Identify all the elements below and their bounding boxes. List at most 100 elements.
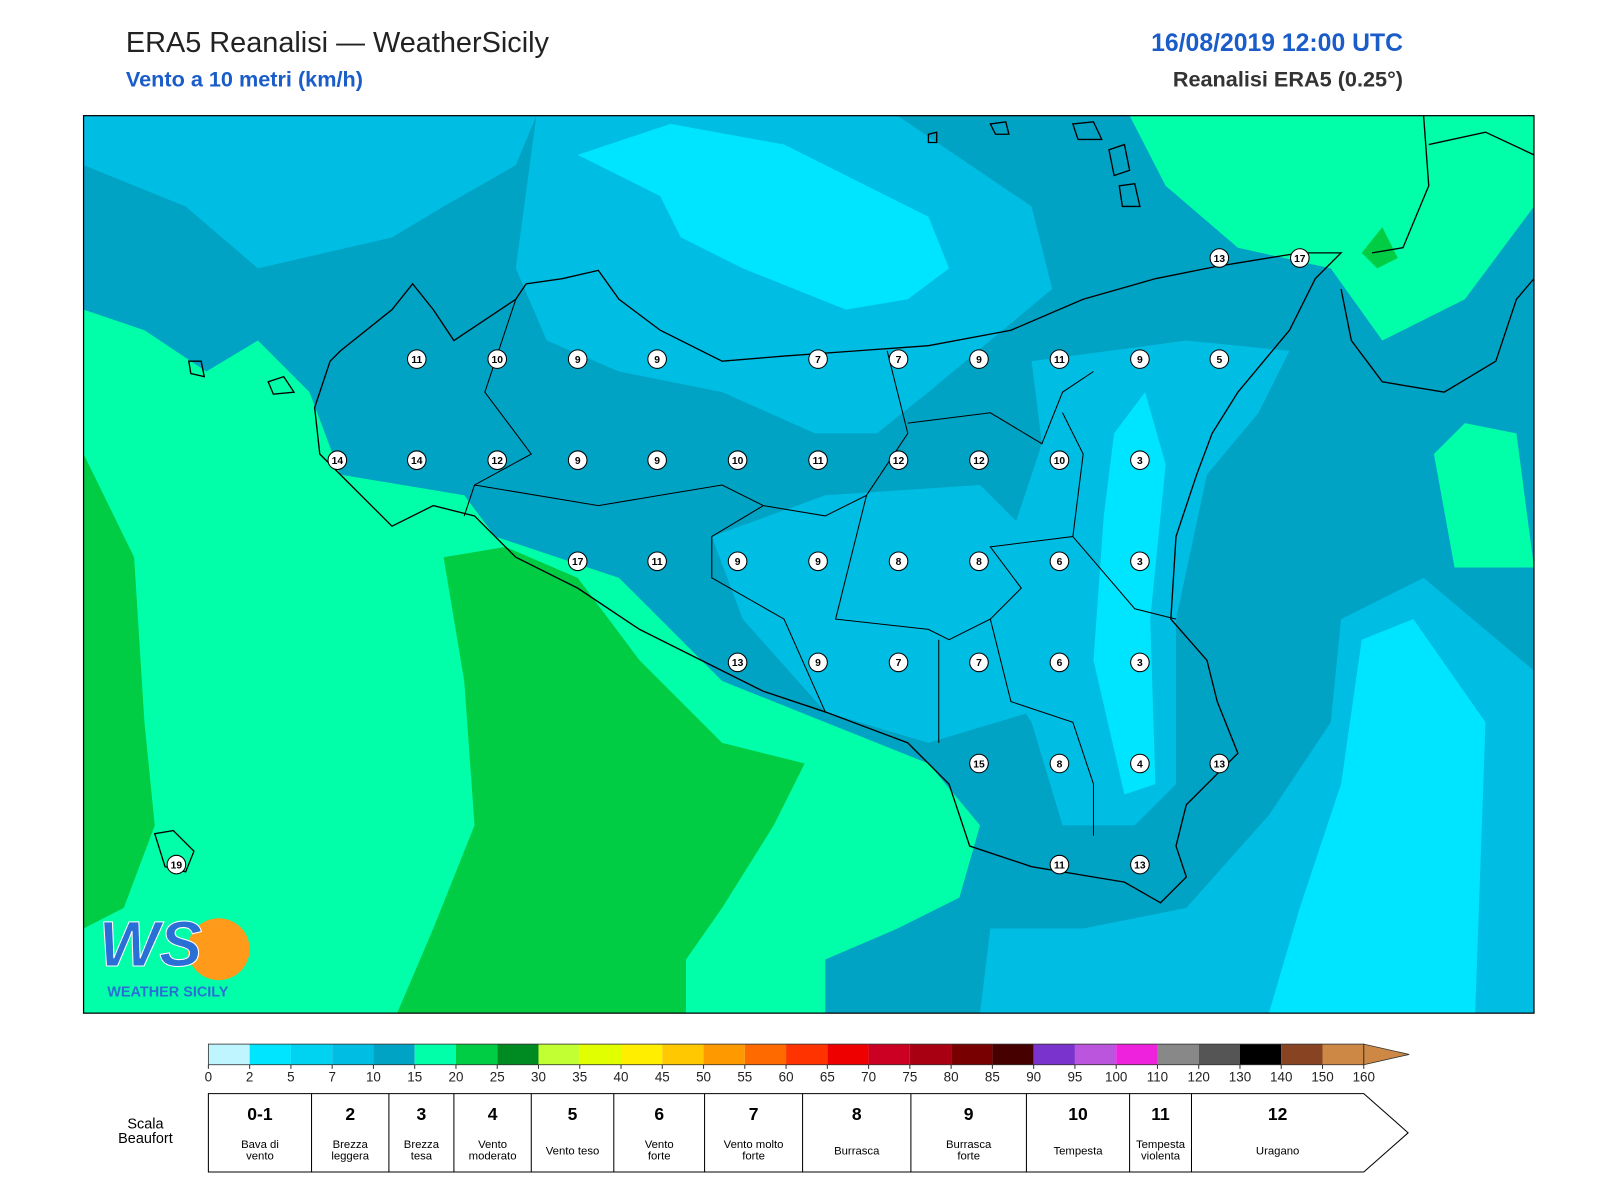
colorbar-tick-label: 80 — [944, 1070, 959, 1085]
station-marker — [727, 652, 748, 673]
colorbar-tick-label: 15 — [407, 1070, 422, 1085]
station-marker — [567, 450, 588, 471]
station-value: 12 — [973, 456, 985, 467]
station-value: 9 — [575, 355, 581, 366]
beaufort-desc: Brezza — [333, 1139, 369, 1151]
beaufort-force: 12 — [1268, 1104, 1288, 1124]
beaufort-desc: Burrasca — [834, 1145, 880, 1157]
colorbar-tick-label: 95 — [1067, 1070, 1082, 1085]
colorbar-segment — [951, 1044, 993, 1065]
station-marker — [727, 450, 748, 471]
station-marker — [888, 652, 909, 673]
station-value: 7 — [896, 355, 902, 366]
station-value: 12 — [491, 456, 503, 467]
colorbar-tick-label: 65 — [820, 1070, 835, 1085]
colorbar-tick-label: 160 — [1353, 1070, 1375, 1085]
station-marker — [888, 551, 909, 572]
colorbar-segment — [497, 1044, 539, 1065]
beaufort-desc: Burrasca — [946, 1139, 992, 1151]
station-value: 10 — [732, 456, 744, 467]
colorbar-segment — [744, 1044, 787, 1065]
station-marker — [487, 349, 508, 369]
colorbar-segment — [1239, 1044, 1282, 1065]
colorbar-tick-label: 110 — [1147, 1070, 1168, 1085]
beaufort-desc: tesa — [411, 1151, 433, 1163]
colorbar-tick-label: 75 — [902, 1070, 917, 1085]
beaufort-label-line: Beaufort — [118, 1131, 173, 1147]
beaufort-force: 2 — [345, 1104, 355, 1124]
beaufort-desc: Uragano — [1256, 1145, 1299, 1157]
station-marker — [567, 349, 588, 369]
colorbar-tick-label: 20 — [449, 1070, 464, 1085]
island — [153, 121, 1141, 873]
station-value: 6 — [1057, 658, 1063, 669]
colorbar: 0 2 5 7 10 15 20 25 30 35 40 45 50 55 60 65 70 75 80 85 90 95… — [205, 1043, 1410, 1085]
colorbar-segment — [827, 1044, 869, 1065]
station-marker — [647, 551, 667, 572]
colorbar-tick-label: 45 — [655, 1070, 670, 1085]
station-value: 9 — [575, 456, 581, 467]
logo-sun — [187, 918, 250, 981]
field-zone — [577, 123, 950, 310]
colorbar-tick-label: 25 — [490, 1070, 505, 1085]
station-value: 13 — [1214, 759, 1226, 770]
map-frame — [82, 115, 1535, 1014]
field-zone — [1129, 115, 1534, 341]
station-value: 13 — [1214, 254, 1226, 265]
station-marker — [888, 349, 909, 369]
station-value: 11 — [1054, 355, 1065, 366]
station-marker — [1130, 854, 1150, 875]
beaufort-desc: Brezza — [404, 1139, 440, 1151]
station-value: 5 — [1216, 355, 1222, 366]
station-marker — [327, 450, 348, 471]
colorbar-segment — [1116, 1044, 1158, 1065]
station-value: 11 — [652, 557, 663, 568]
colorbar-segment — [1322, 1044, 1364, 1065]
station-value: 7 — [815, 355, 821, 366]
colorbar-segment — [1157, 1044, 1199, 1065]
station-value: 9 — [976, 355, 982, 366]
beaufort-label-line: Scala — [127, 1116, 164, 1132]
colorbar-segment — [992, 1044, 1034, 1065]
station-marker — [1049, 652, 1070, 673]
station-marker — [969, 349, 989, 369]
station-marker — [1049, 753, 1070, 774]
field-zone — [397, 546, 805, 1014]
station-value: 4 — [1137, 759, 1143, 770]
colorbar-tick-label: 55 — [737, 1070, 752, 1085]
station-value: 13 — [732, 658, 744, 669]
colorbar-segment — [621, 1044, 663, 1065]
logo: WS WEATHER SICILY — [99, 908, 250, 1000]
station-value: 19 — [171, 860, 183, 871]
colorbar-segment — [249, 1044, 291, 1065]
colorbar-tick-label: 150 — [1311, 1070, 1333, 1085]
station-marker — [487, 450, 508, 471]
colorbar-segment — [455, 1044, 498, 1065]
station-value: 9 — [735, 557, 741, 568]
station-marker — [808, 551, 828, 572]
station-marker — [406, 450, 427, 471]
beaufort-force: 3 — [417, 1104, 427, 1124]
station-value: 8 — [1057, 759, 1063, 770]
beaufort-desc: Vento molto — [724, 1139, 784, 1151]
field-zone — [1361, 227, 1398, 269]
date: 16/08/2019 12:00 UTC — [1151, 30, 1403, 57]
station-marker — [1049, 854, 1070, 875]
station-marker — [647, 349, 667, 369]
station-value: 3 — [1137, 557, 1143, 568]
beaufort-force: 7 — [749, 1104, 759, 1124]
colorbar-tick-label: 85 — [985, 1070, 1000, 1085]
beaufort-force: 8 — [852, 1104, 862, 1124]
station-value: 9 — [654, 456, 660, 467]
beaufort-force: 11 — [1151, 1104, 1170, 1124]
colorbar-segment — [414, 1044, 456, 1065]
colorbar-segment — [579, 1044, 622, 1065]
province-border — [463, 299, 1177, 836]
station-marker — [1290, 248, 1310, 268]
beaufort-desc: vento — [246, 1151, 274, 1163]
field-zone — [83, 115, 537, 269]
station-marker — [969, 753, 989, 774]
colorbar-segment — [662, 1044, 704, 1065]
station-marker — [1049, 551, 1070, 572]
